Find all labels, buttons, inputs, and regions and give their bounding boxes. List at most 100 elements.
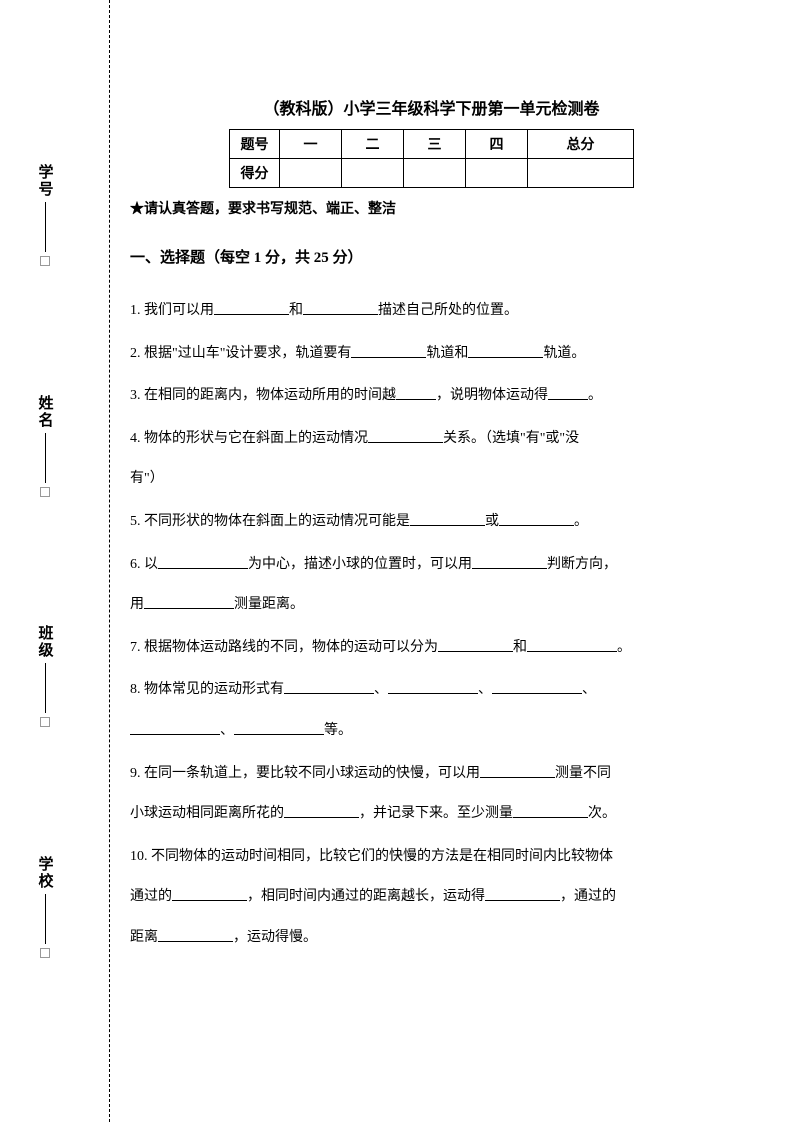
binding-line bbox=[45, 894, 46, 944]
question-8: 8. 物体常见的运动形式有、、、 、等。 bbox=[130, 670, 733, 751]
q-text: ，运动得慢。 bbox=[233, 930, 317, 945]
blank-input[interactable] bbox=[396, 384, 436, 400]
q-text: 4. 物体的形状与它在斜面上的运动情况 bbox=[130, 431, 368, 446]
binding-box bbox=[40, 487, 50, 497]
q-text: 9. 在同一条轨道上，要比较不同小球运动的快慢，可以用 bbox=[130, 766, 480, 781]
question-5: 5. 不同形状的物体在斜面上的运动情况可能是 或 。 bbox=[130, 502, 733, 543]
q-text: 测量不同 bbox=[555, 766, 611, 781]
blank-input[interactable] bbox=[499, 510, 574, 526]
binding-label-school: 学校 bbox=[35, 856, 56, 890]
table-cell: 得分 bbox=[230, 159, 280, 188]
q-text: 。 bbox=[574, 514, 588, 529]
blank-input[interactable] bbox=[410, 510, 485, 526]
blank-input[interactable] bbox=[158, 926, 233, 942]
table-cell: 三 bbox=[404, 130, 466, 159]
q-text: 关系。（选填"有"或"没 bbox=[443, 431, 579, 446]
question-10: 10. 不同物体的运动时间相同，比较它们的快慢的方法是在相同时间内比较物体 通过… bbox=[130, 837, 733, 959]
blank-input[interactable] bbox=[172, 885, 247, 901]
table-cell: 总分 bbox=[528, 130, 634, 159]
section-title: 一、选择题（每空 1 分，共 25 分） bbox=[130, 246, 733, 267]
q-text: 通过的 bbox=[130, 889, 172, 904]
score-input-cell[interactable] bbox=[528, 159, 634, 188]
q-text: 7. 根据物体运动路线的不同，物体的运动可以分为 bbox=[130, 640, 438, 655]
blank-input[interactable] bbox=[472, 553, 547, 569]
page-title: （教科版）小学三年级科学下册第一单元检测卷 bbox=[130, 95, 733, 119]
binding-group-class: 班级 bbox=[35, 625, 56, 727]
q-text: 判断方向， bbox=[547, 557, 617, 572]
question-9: 9. 在同一条轨道上，要比较不同小球运动的快慢，可以用 测量不同 小球运动相同距离… bbox=[130, 754, 733, 835]
binding-label-id: 学号 bbox=[35, 164, 56, 198]
blank-input[interactable] bbox=[158, 553, 248, 569]
q-text: 次。 bbox=[588, 806, 616, 821]
blank-input[interactable] bbox=[468, 342, 543, 358]
question-3: 3. 在相同的距离内，物体运动所用的时间越 ，说明物体运动得 。 bbox=[130, 376, 733, 417]
binding-box bbox=[40, 948, 50, 958]
blank-input[interactable] bbox=[234, 719, 324, 735]
blank-input[interactable] bbox=[513, 802, 588, 818]
q-text: 轨道。 bbox=[543, 346, 585, 361]
score-input-cell[interactable] bbox=[404, 159, 466, 188]
table-cell: 四 bbox=[466, 130, 528, 159]
q-text: ，并记录下来。至少测量 bbox=[359, 806, 513, 821]
binding-label-name: 姓名 bbox=[35, 395, 56, 429]
blank-input[interactable] bbox=[438, 636, 513, 652]
binding-margin bbox=[60, 0, 110, 1122]
blank-input[interactable] bbox=[492, 678, 582, 694]
q-text: 小球运动相同距离所花的 bbox=[130, 806, 284, 821]
q-text: 10. 不同物体的运动时间相同，比较它们的快慢的方法是在相同时间内比较物体 bbox=[130, 849, 613, 864]
q-text: 3. 在相同的距离内，物体运动所用的时间越 bbox=[130, 388, 396, 403]
blank-input[interactable] bbox=[485, 885, 560, 901]
instruction-text: ★请认真答题，要求书写规范、端正、整洁 bbox=[130, 198, 733, 218]
blank-input[interactable] bbox=[368, 427, 443, 443]
q-text: 6. 以 bbox=[130, 557, 158, 572]
q-text: 描述自己所处的位置。 bbox=[378, 303, 518, 318]
score-input-cell[interactable] bbox=[466, 159, 528, 188]
blank-input[interactable] bbox=[480, 762, 555, 778]
score-table: 题号 一 二 三 四 总分 得分 bbox=[229, 129, 634, 188]
page-content: （教科版）小学三年级科学下册第一单元检测卷 题号 一 二 三 四 总分 得分 ★… bbox=[130, 95, 733, 961]
blank-input[interactable] bbox=[144, 593, 234, 609]
table-cell: 一 bbox=[280, 130, 342, 159]
blank-input[interactable] bbox=[351, 342, 426, 358]
q-text: 2. 根据"过山车"设计要求，轨道要有 bbox=[130, 346, 351, 361]
q-text: 1. 我们可以用 bbox=[130, 303, 214, 318]
binding-line bbox=[45, 202, 46, 252]
q-text: 用 bbox=[130, 597, 144, 612]
q-text: 、 bbox=[220, 723, 234, 738]
blank-input[interactable] bbox=[214, 299, 289, 315]
q-text: 轨道和 bbox=[426, 346, 468, 361]
blank-input[interactable] bbox=[548, 384, 588, 400]
table-row: 得分 bbox=[230, 159, 634, 188]
blank-input[interactable] bbox=[284, 678, 374, 694]
q-text: ，说明物体运动得 bbox=[436, 388, 548, 403]
q-text: 有"） bbox=[130, 471, 164, 486]
q-text: 、 bbox=[582, 682, 596, 697]
question-2: 2. 根据"过山车"设计要求，轨道要有 轨道和 轨道。 bbox=[130, 334, 733, 375]
q-text: 。 bbox=[588, 388, 602, 403]
blank-input[interactable] bbox=[130, 719, 220, 735]
blank-input[interactable] bbox=[527, 636, 617, 652]
table-row: 题号 一 二 三 四 总分 bbox=[230, 130, 634, 159]
q-text: 或 bbox=[485, 514, 499, 529]
blank-input[interactable] bbox=[388, 678, 478, 694]
score-input-cell[interactable] bbox=[280, 159, 342, 188]
q-text: 和 bbox=[513, 640, 527, 655]
q-text: ，通过的 bbox=[560, 889, 616, 904]
question-4: 4. 物体的形状与它在斜面上的运动情况 关系。（选填"有"或"没 有"） bbox=[130, 419, 733, 500]
blank-input[interactable] bbox=[284, 802, 359, 818]
question-6: 6. 以为中心，描述小球的位置时，可以用判断方向， 用测量距离。 bbox=[130, 545, 733, 626]
table-cell: 二 bbox=[342, 130, 404, 159]
blank-input[interactable] bbox=[303, 299, 378, 315]
binding-box bbox=[40, 717, 50, 727]
score-input-cell[interactable] bbox=[342, 159, 404, 188]
binding-labels-container: 学校 班级 姓名 学号 bbox=[30, 0, 60, 1122]
q-text: 5. 不同形状的物体在斜面上的运动情况可能是 bbox=[130, 514, 410, 529]
binding-box bbox=[40, 256, 50, 266]
q-text: 、 bbox=[374, 682, 388, 697]
q-text: 8. 物体常见的运动形式有 bbox=[130, 682, 284, 697]
binding-line bbox=[45, 433, 46, 483]
question-7: 7. 根据物体运动路线的不同，物体的运动可以分为和。 bbox=[130, 628, 733, 669]
q-text: 测量距离。 bbox=[234, 597, 304, 612]
q-text: 、 bbox=[478, 682, 492, 697]
q-text: 距离 bbox=[130, 930, 158, 945]
